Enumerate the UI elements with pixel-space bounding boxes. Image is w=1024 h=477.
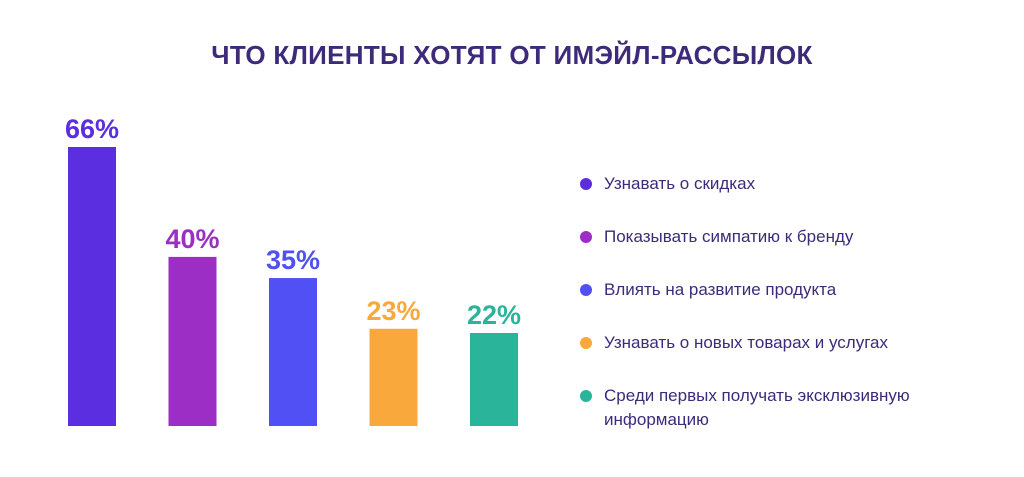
bar-4 xyxy=(369,328,418,426)
bar-1 xyxy=(68,147,116,426)
legend-item: Среди первых получать эксклюзивную инфор… xyxy=(580,384,1000,432)
legend-item: Показывать симпатию к бренду xyxy=(580,225,1000,249)
bar-value-label: 35% xyxy=(266,245,320,275)
legend-item: Влиять на развитие продукта xyxy=(580,278,1000,302)
legend-label: Влиять на развитие продукта xyxy=(604,280,837,299)
legend-label: Узнавать о скидках xyxy=(604,174,756,193)
bar-2 xyxy=(168,256,217,426)
legend-dot-icon xyxy=(580,284,592,296)
bar-3 xyxy=(269,278,317,426)
bar-value-label: 22% xyxy=(467,300,521,330)
legend-label: Среди первых получать эксклюзивную инфор… xyxy=(604,386,910,429)
legend-label: Узнавать о новых товарах и услугах xyxy=(604,333,888,352)
legend-label: Показывать симпатию к бренду xyxy=(604,227,854,246)
legend-dot-icon xyxy=(580,231,592,243)
legend-dot-icon xyxy=(580,337,592,349)
legend-dot-icon xyxy=(580,178,592,190)
bar-value-label: 23% xyxy=(366,296,420,326)
chart-title: ЧТО КЛИЕНТЫ ХОТЯТ ОТ ИМЭЙЛ-РАССЫЛОК xyxy=(211,40,813,70)
legend-item: Узнавать о новых товарах и услугах xyxy=(580,331,1000,355)
legend-item: Узнавать о скидках xyxy=(580,172,1000,196)
bar-value-label: 66% xyxy=(65,114,119,144)
bar-chart: 66% 40% 35% 23% 22% xyxy=(65,114,521,426)
bar-5 xyxy=(470,333,518,426)
legend-dot-icon xyxy=(580,390,592,402)
legend: Узнавать о скидках Показывать симпатию к… xyxy=(580,172,1000,461)
bar-value-label: 40% xyxy=(165,224,219,254)
